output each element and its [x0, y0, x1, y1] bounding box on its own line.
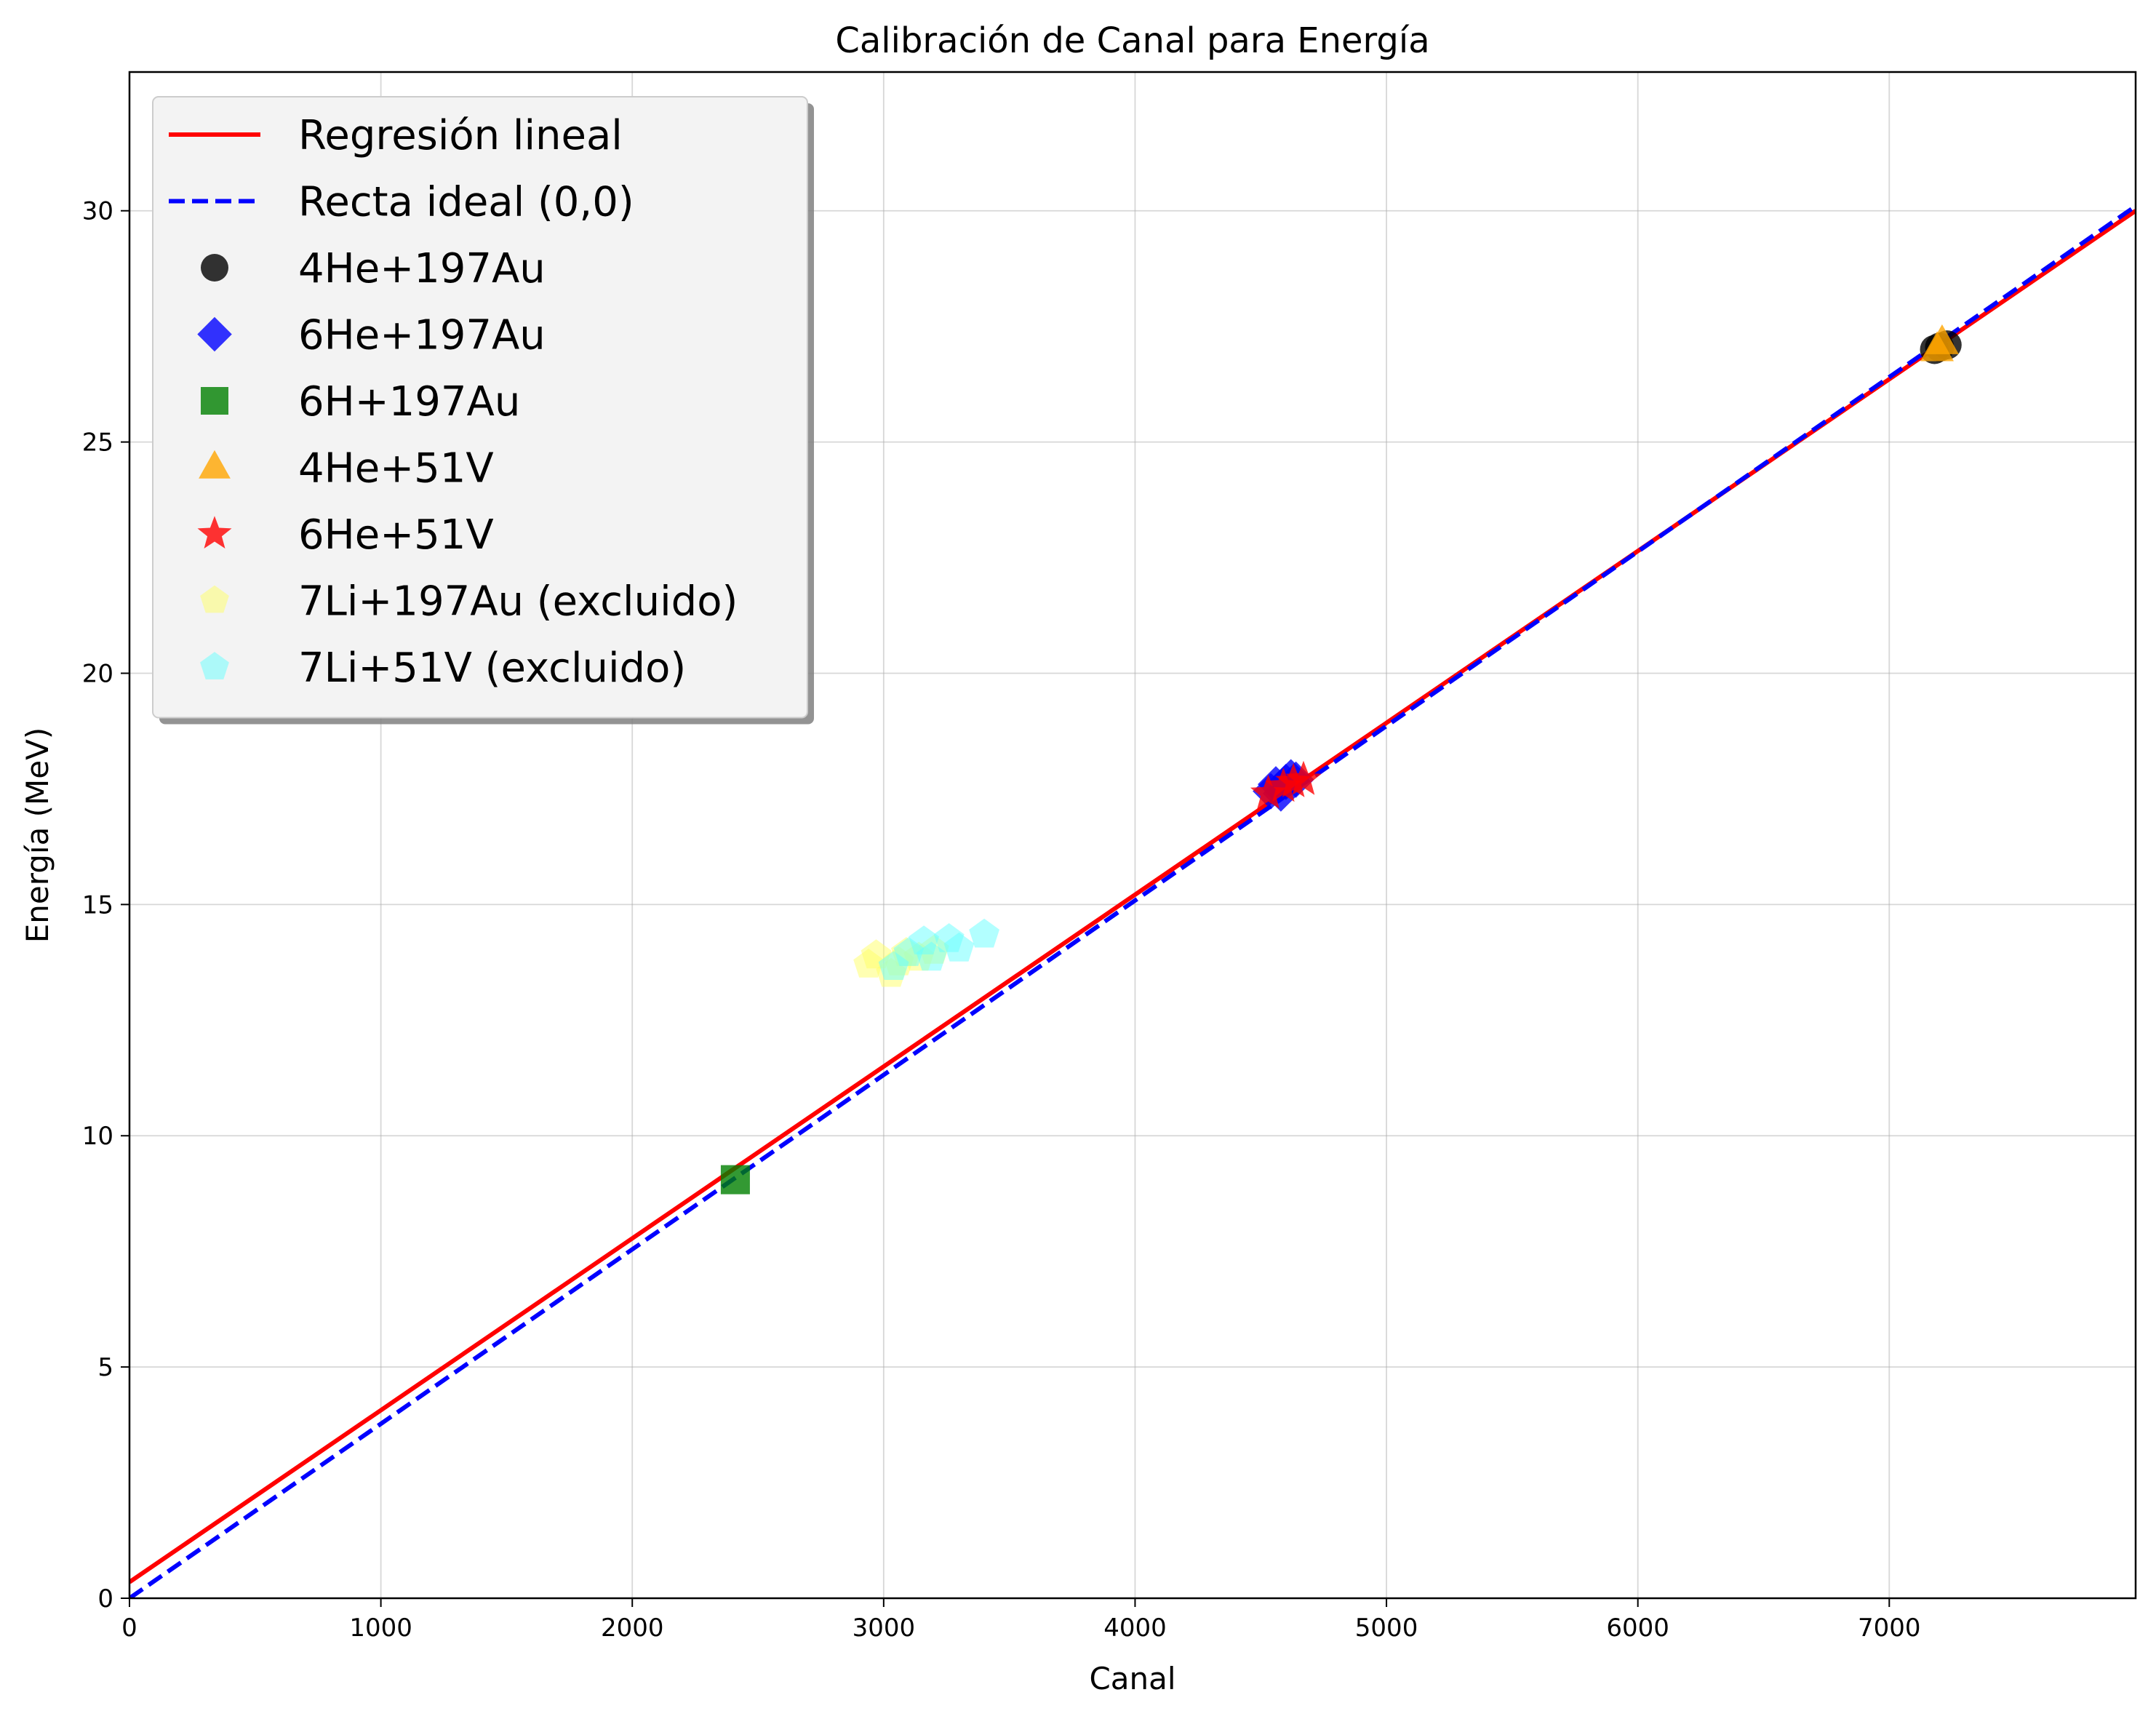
legend-label: 7Li+197Au (excluido): [298, 578, 738, 626]
y-tick-label: 25: [82, 428, 113, 458]
y-tick-label: 20: [82, 659, 113, 688]
data-point-7li-51v-excluido: [943, 932, 975, 962]
y-tick-label: 5: [97, 1353, 113, 1382]
x-axis-ticks: 0 1000 2000 3000 4000 5000 6000 7000: [121, 1598, 1921, 1643]
data-point-7li-51v-excluido: [969, 918, 999, 948]
data-point-6he-51v: [1265, 767, 1302, 802]
x-tick-label: 6000: [1606, 1614, 1669, 1643]
legend-label: 7Li+51V (excluido): [298, 645, 686, 692]
y-axis-ticks: 0 5 10 15 20 25 30: [82, 197, 129, 1614]
legend-label: 4He+197Au: [298, 245, 546, 292]
y-tick-label: 15: [82, 890, 113, 920]
x-tick-label: 5000: [1355, 1614, 1418, 1643]
legend-marker-swatch: [197, 516, 232, 549]
legend-label: 6H+197Au: [298, 378, 520, 426]
y-tick-label: 10: [82, 1122, 113, 1151]
x-tick-label: 1000: [349, 1614, 412, 1643]
data-point-6h-197au: [720, 1165, 750, 1194]
legend-marker-swatch: [200, 652, 229, 679]
legend-label: 4He+51V: [298, 445, 494, 492]
x-axis-label: Canal: [1089, 1661, 1175, 1696]
legend-label: 6He+51V: [298, 511, 494, 559]
legend-marker-swatch: [200, 585, 229, 613]
fit-lines: [129, 204, 2136, 1598]
legend-marker-swatch: [201, 254, 228, 282]
y-tick-label: 30: [82, 197, 113, 226]
data-point-6he-51v: [1285, 760, 1322, 795]
data-points: [720, 324, 1962, 1194]
legend-marker-swatch: [201, 387, 228, 415]
data-point-6he-51v: [1275, 762, 1311, 797]
x-tick-label: 0: [121, 1614, 137, 1643]
y-axis-label: Energía (MeV): [20, 727, 55, 944]
chart-title: Calibración de Canal para Energía: [835, 20, 1429, 61]
data-point-6he-51v: [1250, 774, 1287, 809]
x-tick-label: 2000: [601, 1614, 664, 1643]
data-point-4he-51v: [1925, 324, 1959, 354]
legend-label: Regresión lineal: [298, 112, 623, 159]
legend-label: 6He+197Au: [298, 312, 546, 359]
x-tick-label: 7000: [1858, 1614, 1921, 1643]
plot-frame: [128, 71, 2137, 1600]
legend-box: [152, 96, 808, 719]
ideal-line: [129, 204, 2136, 1598]
legend-marker-swatch: [197, 316, 232, 352]
y-tick-label: 0: [97, 1584, 113, 1614]
legend-label: Recta ideal (0,0): [298, 179, 634, 226]
x-tick-label: 4000: [1103, 1614, 1167, 1643]
legend: Regresión lineal Recta ideal (0,0) 4He+197…: [152, 96, 814, 725]
legend-marker-swatch: [199, 450, 231, 479]
x-tick-label: 3000: [853, 1614, 916, 1643]
